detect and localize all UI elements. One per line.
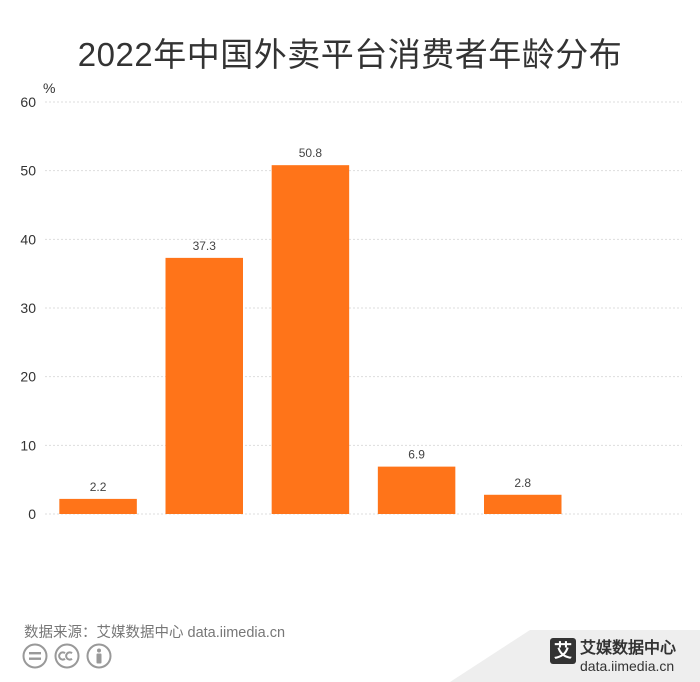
y-axis-unit: %	[43, 80, 55, 96]
bars	[59, 165, 562, 514]
bar-value-label: 2.2	[90, 480, 107, 494]
y-tick-label: 20	[20, 369, 36, 385]
brand-watermark: 艾 艾媒数据中心 data.iimedia.cn	[450, 630, 700, 682]
chart-title: 2022年中国外卖平台消费者年龄分布	[77, 36, 623, 73]
data-labels: 2.2 37.3 50.8 6.9 2.8	[90, 146, 532, 494]
gridlines	[45, 101, 682, 515]
creative-commons-icons	[22, 643, 112, 669]
bar	[271, 165, 350, 514]
brand-name: 艾媒数据中心	[580, 638, 676, 657]
y-tick-label: 10	[20, 437, 36, 453]
bar-value-label: 37.3	[193, 239, 217, 253]
svg-text:艾: 艾	[554, 640, 572, 661]
bar-value-label: 50.8	[299, 146, 323, 160]
brand-url: data.iimedia.cn	[580, 658, 674, 674]
bar-value-label: 6.9	[408, 448, 425, 462]
y-tick-label: 60	[20, 94, 36, 110]
cc-logo-icon	[54, 643, 80, 669]
y-tick-label: 0	[28, 506, 36, 522]
y-tick-label: 30	[20, 300, 36, 316]
bar	[483, 494, 562, 514]
bar	[165, 257, 244, 514]
bar-value-label: 2.8	[514, 476, 531, 490]
cc-attribution-icon	[86, 643, 112, 669]
y-axis-ticks: 0 10 20 30 40 50 60	[20, 94, 36, 522]
cc-equal-icon	[22, 643, 48, 669]
iimedia-logo-icon: 艾	[550, 638, 576, 664]
y-tick-label: 40	[20, 231, 36, 247]
bar	[377, 466, 456, 514]
y-tick-label: 50	[20, 163, 36, 179]
bar	[59, 498, 137, 514]
bar-chart: 0 10 20 30 40 50 60 % 2.2 37.3 50.8 6.9 2.8	[20, 80, 682, 522]
source-note: 数据来源：艾媒数据中心 data.iimedia.cn	[24, 625, 286, 641]
